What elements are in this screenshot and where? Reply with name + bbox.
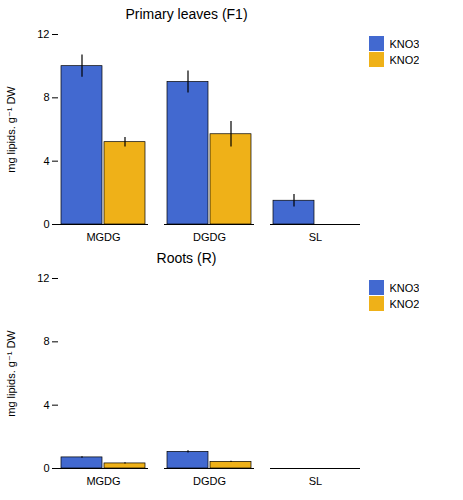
svg-text:SL: SL: [309, 475, 322, 487]
svg-text:4: 4: [43, 155, 49, 167]
html-text:Roots (R): Roots (R): [156, 250, 217, 266]
svg-text:0: 0: [43, 462, 49, 474]
svg-text:SL: SL: [309, 231, 322, 243]
html-text:Primary leaves (F1): Primary leaves (F1): [125, 6, 248, 22]
svg-text:mg lipids. g⁻¹ DW: mg lipids. g⁻¹ DW: [5, 330, 17, 417]
html-text:KNO3: KNO3: [389, 281, 420, 294]
svg-text:mg lipids. g⁻¹ DW: mg lipids. g⁻¹ DW: [5, 86, 17, 173]
svg-text:DGDG: DGDG: [193, 475, 226, 487]
html-text:KNO2: KNO2: [389, 53, 420, 66]
svg-text:MGDG: MGDG: [86, 231, 120, 243]
svg-text:8: 8: [43, 335, 49, 347]
svg-text:4: 4: [43, 399, 49, 411]
svg-text:0: 0: [43, 218, 49, 230]
svg-text:DGDG: DGDG: [193, 231, 226, 243]
html-text:KNO2: KNO2: [389, 297, 420, 310]
svg-text:MGDG: MGDG: [86, 475, 120, 487]
svg-text:12: 12: [37, 28, 49, 40]
svg-text:8: 8: [43, 91, 49, 103]
svg-text:12: 12: [37, 272, 49, 284]
html-text:KNO3: KNO3: [389, 37, 420, 50]
